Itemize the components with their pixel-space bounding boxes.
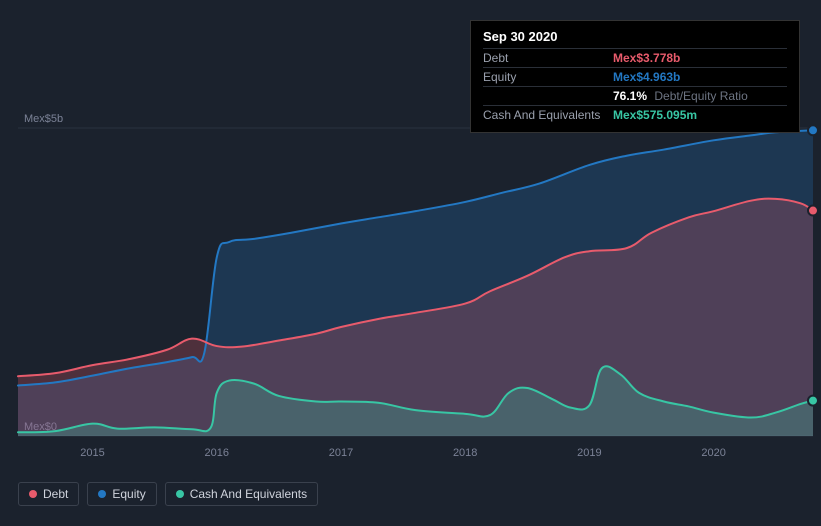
legend-swatch-icon — [29, 490, 37, 498]
legend-label: Debt — [43, 487, 68, 501]
tooltip-row-cash: Cash And Equivalents Mex$575.095m — [483, 105, 787, 124]
tooltip-row-ratio: 76.1% Debt/Equity Ratio — [483, 86, 787, 105]
tooltip-date: Sep 30 2020 — [483, 29, 787, 44]
svg-text:2015: 2015 — [80, 447, 104, 459]
legend-item-debt[interactable]: Debt — [18, 482, 79, 506]
tooltip-label: Debt — [483, 51, 613, 65]
chart-tooltip: Sep 30 2020 Debt Mex$3.778b Equity Mex$4… — [470, 20, 800, 133]
legend-item-cash[interactable]: Cash And Equivalents — [165, 482, 318, 506]
tooltip-value: 76.1% — [613, 89, 647, 103]
tooltip-label: Cash And Equivalents — [483, 108, 613, 122]
legend-swatch-icon — [98, 490, 106, 498]
tooltip-sublabel: Debt/Equity Ratio — [654, 89, 747, 103]
svg-text:2019: 2019 — [577, 447, 601, 459]
legend-label: Cash And Equivalents — [190, 487, 307, 501]
tooltip-row-debt: Debt Mex$3.778b — [483, 48, 787, 67]
chart-container: { "background_color": "#1b222d", "plot":… — [0, 0, 821, 526]
tooltip-label — [483, 89, 613, 103]
legend-label: Equity — [112, 487, 145, 501]
chart-legend: Debt Equity Cash And Equivalents — [18, 482, 318, 506]
svg-text:Mex$5b: Mex$5b — [24, 113, 63, 125]
tooltip-value: Mex$4.963b — [613, 70, 680, 84]
legend-swatch-icon — [176, 490, 184, 498]
tooltip-value: Mex$3.778b — [613, 51, 680, 65]
svg-text:2018: 2018 — [453, 447, 477, 459]
svg-text:2017: 2017 — [329, 447, 353, 459]
svg-text:2020: 2020 — [701, 447, 725, 459]
legend-item-equity[interactable]: Equity — [87, 482, 156, 506]
tooltip-value: Mex$575.095m — [613, 108, 697, 122]
svg-text:2016: 2016 — [205, 447, 229, 459]
tooltip-label: Equity — [483, 70, 613, 84]
tooltip-row-equity: Equity Mex$4.963b — [483, 67, 787, 86]
